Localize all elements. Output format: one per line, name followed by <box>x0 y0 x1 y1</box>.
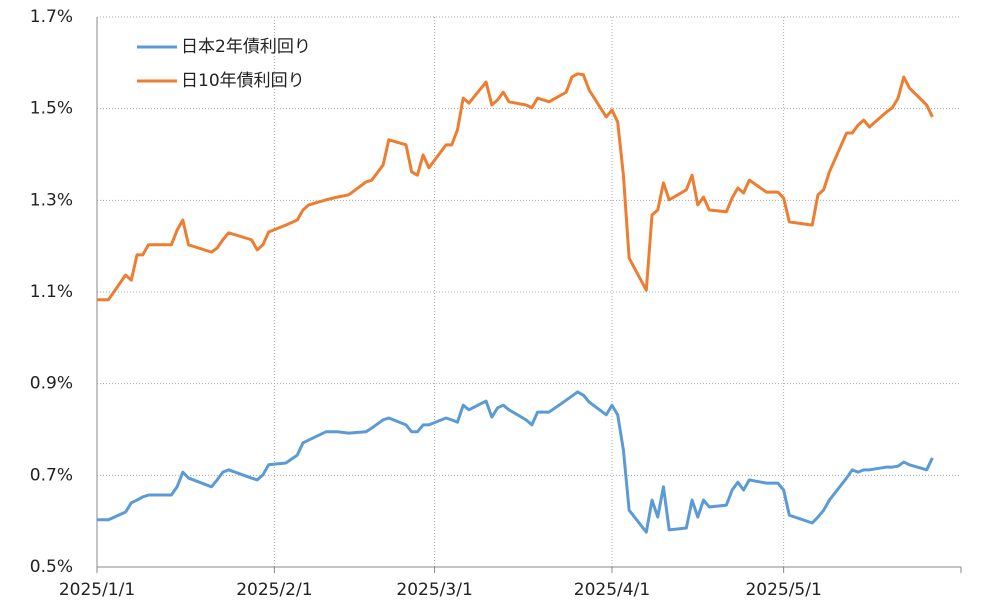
y-tick-label: 1.7% <box>30 7 73 27</box>
y-tick-label: 0.7% <box>30 465 73 485</box>
x-tick-label: 2025/4/1 <box>574 580 650 600</box>
legend-label: 日本2年債利回り <box>181 37 311 57</box>
x-tick-label: 2025/3/1 <box>396 580 472 600</box>
y-tick-label: 0.9% <box>30 374 73 394</box>
y-tick-label: 1.1% <box>30 282 73 302</box>
y-tick-label: 0.5% <box>30 557 73 577</box>
y-tick-label: 1.3% <box>30 190 73 210</box>
x-tick-label: 2025/2/1 <box>236 580 312 600</box>
y-tick-label: 1.5% <box>30 99 73 119</box>
series-line <box>97 72 934 302</box>
x-tick-label: 2025/1/1 <box>59 580 135 600</box>
legend-label: 日10年債利回り <box>181 71 305 91</box>
series-line <box>97 390 934 534</box>
x-tick-label: 2025/5/1 <box>745 580 821 600</box>
